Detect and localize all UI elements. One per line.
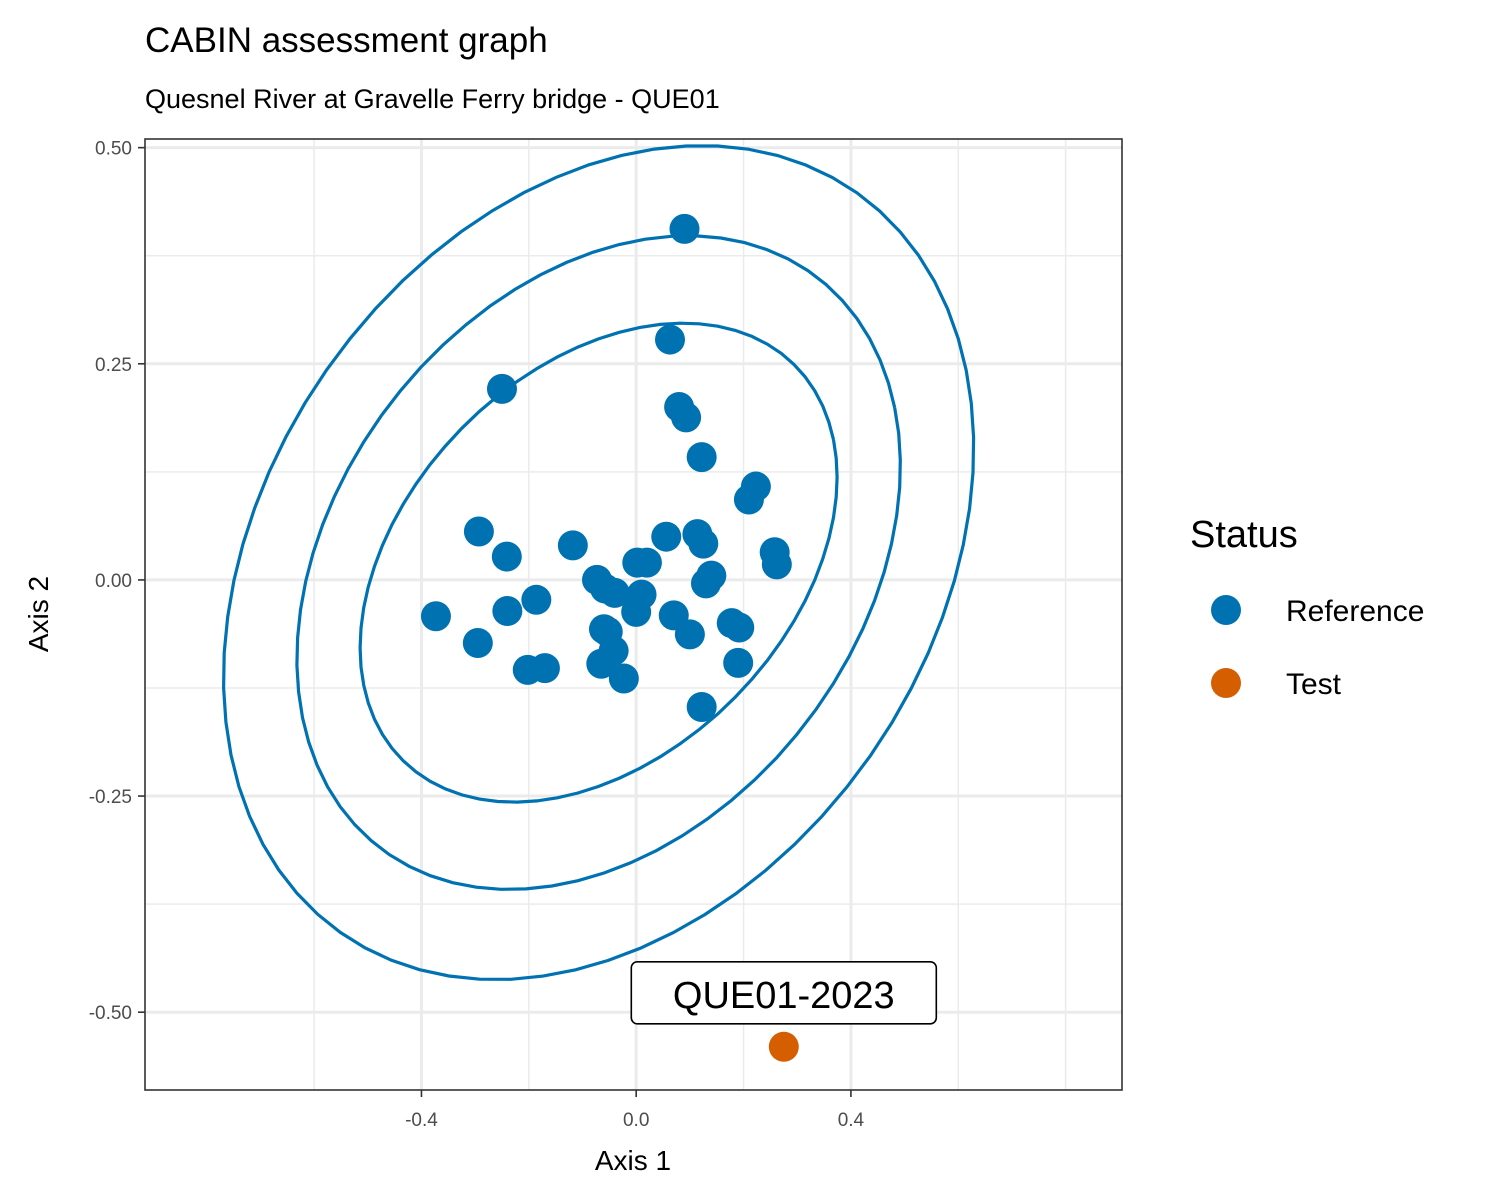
reference-point (651, 521, 682, 552)
legend-title: Status (1190, 514, 1298, 556)
annotation-label: QUE01-2023 (673, 975, 895, 1017)
x-tick-label: 0.0 (623, 1110, 649, 1131)
reference-point (686, 692, 717, 723)
y-tick-label: 0.25 (95, 355, 132, 376)
legend-label-reference: Reference (1286, 595, 1424, 628)
annotation-box (630, 960, 938, 1025)
x-tick-label: 0.4 (838, 1110, 865, 1131)
chart-subtitle: Quesnel River at Gravelle Ferry bridge -… (145, 84, 720, 114)
reference-point (557, 530, 588, 561)
reference-point (724, 612, 755, 643)
reference-point (690, 568, 721, 599)
annotation-layer: QUE01-2023 (630, 960, 938, 1025)
test-point (768, 1031, 799, 1062)
legend-key-test (1211, 668, 1241, 698)
y-tick-label: -0.25 (89, 787, 132, 808)
legend: Status Reference Test (1190, 514, 1424, 701)
reference-point (621, 596, 652, 627)
reference-point (671, 402, 702, 433)
ellipse-outer (221, 144, 976, 981)
reference-point (631, 547, 662, 578)
legend-label-test: Test (1286, 668, 1342, 701)
reference-point (674, 619, 705, 650)
reference-point (669, 213, 700, 244)
reference-point (491, 541, 522, 572)
y-tick-label: -0.50 (89, 1003, 132, 1024)
y-tick-label: 0.00 (95, 571, 132, 592)
chart-title: CABIN assessment graph (145, 21, 548, 60)
reference-point (492, 596, 523, 627)
x-tick-label: -0.4 (405, 1110, 438, 1131)
reference-point (655, 324, 686, 355)
reference-point (733, 484, 764, 515)
ellipse-inner (358, 321, 839, 804)
y-tick-label: 0.50 (95, 139, 132, 160)
data-points (420, 213, 799, 1062)
x-axis-title: Axis 1 (595, 1145, 671, 1176)
reference-point (761, 549, 792, 580)
reference-point (462, 628, 493, 659)
axes: -0.4 0.0 0.4 0.50 0.25 0.00 -0.25 -0.50 (89, 139, 865, 1131)
reference-point (686, 442, 717, 473)
plot-border (144, 138, 1123, 1091)
reference-point (688, 528, 719, 559)
reference-point (723, 647, 754, 678)
reference-point (586, 648, 617, 679)
reference-point (420, 601, 451, 632)
reference-point (529, 653, 560, 684)
y-axis-title: Axis 2 (23, 576, 54, 652)
reference-point (521, 584, 552, 615)
reference-point (486, 373, 517, 404)
reference-point (608, 663, 639, 694)
reference-point (463, 516, 494, 547)
legend-key-reference (1211, 595, 1241, 625)
reference-point (599, 577, 630, 608)
